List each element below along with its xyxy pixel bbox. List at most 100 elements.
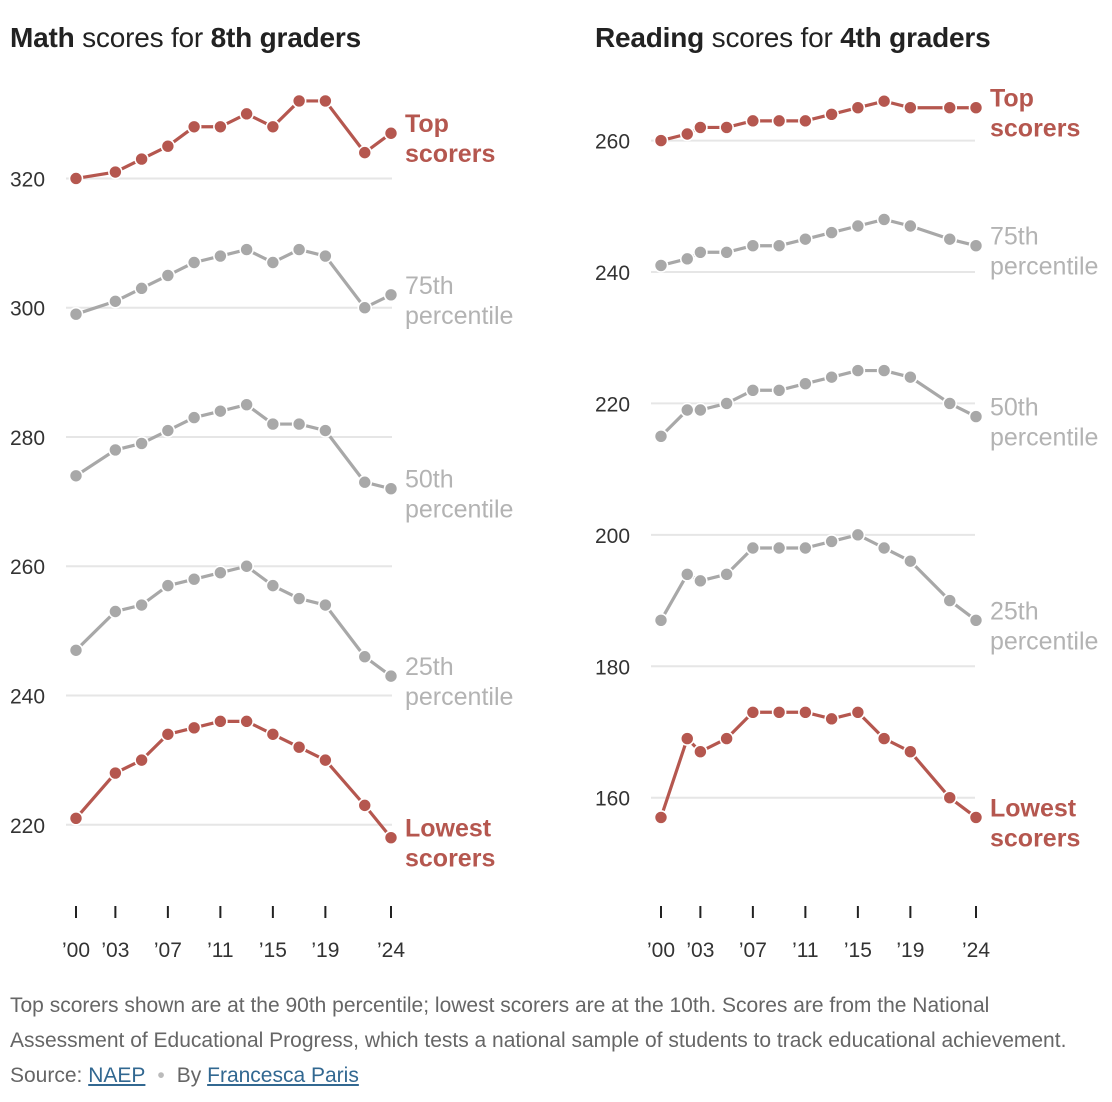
data-point	[679, 402, 695, 418]
series-label-line: percentile	[990, 627, 1098, 655]
series-line	[74, 719, 393, 840]
data-point	[291, 242, 307, 257]
series-label: 50th percentile	[405, 466, 513, 524]
data-point	[357, 145, 373, 160]
x-tick-label: ’15	[844, 939, 872, 962]
series-label-line: scorers	[405, 140, 495, 168]
data-point	[771, 382, 787, 398]
y-tick-label: 180	[595, 656, 630, 679]
data-point	[824, 369, 839, 385]
series-top-scorers: Top scorers	[653, 85, 1080, 148]
data-point	[876, 363, 892, 378]
data-point	[318, 423, 333, 438]
data-point	[745, 540, 761, 556]
series-label: 75th percentile	[405, 272, 513, 330]
x-tick-label: ’07	[154, 939, 182, 962]
data-point	[903, 218, 918, 234]
data-point	[318, 248, 333, 264]
data-point	[134, 752, 149, 768]
data-point	[160, 268, 176, 283]
series-label-line: Lowest	[405, 815, 492, 843]
x-tick-label: ’11	[792, 939, 818, 962]
x-tick-label: ’19	[311, 939, 339, 962]
series-label-line: percentile	[405, 302, 513, 330]
reading-line-chart: 160 180 200 220 240 260 ’00 ’03 ’07 ’11 ’15 ’19 ’24 T…	[595, 85, 1098, 962]
data-point	[968, 409, 984, 424]
y-tick-label: 220	[595, 393, 630, 416]
footnote-text: Top scorers shown are at the 90th percen…	[10, 994, 1067, 1087]
data-point	[239, 397, 254, 412]
data-point	[265, 416, 281, 432]
data-point	[850, 218, 866, 234]
x-tick-label: ’00	[647, 939, 675, 962]
series-label: 75th percentile	[990, 223, 1098, 281]
data-point	[357, 300, 373, 316]
data-point	[771, 113, 787, 129]
x-tick-label: ’19	[896, 939, 924, 962]
data-point	[383, 481, 399, 496]
data-point	[876, 93, 892, 109]
series-lowest-scorers: Lowest scorers	[653, 704, 1080, 852]
data-point	[239, 558, 254, 574]
data-point	[679, 566, 695, 582]
series-label-line: percentile	[990, 253, 1098, 281]
data-point	[693, 244, 708, 260]
reading-chart-title: Reading scores for 4th graders	[595, 20, 991, 56]
series-label: 50th percentile	[990, 394, 1098, 452]
y-tick-label: 320	[10, 168, 45, 191]
data-point	[876, 540, 892, 556]
data-point	[265, 255, 281, 270]
data-point	[653, 612, 669, 628]
data-point	[291, 591, 307, 606]
series-label-line: percentile	[990, 424, 1098, 452]
data-point	[239, 106, 254, 122]
x-tick-label: ’24	[962, 939, 990, 962]
series-label-line: Top	[405, 110, 449, 138]
data-point	[968, 100, 984, 116]
y-tick-labels: 220 240 260 280 300 320	[10, 168, 45, 837]
author-link[interactable]: Francesca Paris	[207, 1064, 359, 1087]
data-point	[68, 171, 84, 186]
data-point	[968, 238, 984, 254]
math-line-chart: 220 240 260 280 300 320 ’00 ’03 ’07 ’11 ’15 ’19 ’24 T…	[10, 93, 513, 962]
data-point	[291, 739, 307, 755]
data-point	[942, 100, 958, 116]
x-tick-label: ’00	[62, 939, 90, 962]
title-subject: Math	[10, 22, 75, 53]
y-tick-label: 260	[10, 556, 45, 579]
data-point	[265, 119, 281, 135]
series-label: 25th percentile	[990, 597, 1098, 655]
data-point	[186, 720, 202, 736]
data-point	[903, 100, 918, 116]
data-point	[239, 714, 254, 729]
source-link[interactable]: NAEP	[88, 1064, 146, 1087]
data-point	[771, 238, 787, 254]
reading-chart-panel: Reading scores for 4th graders 160 180 200…	[585, 0, 1112, 980]
series-top-scorers: Top scorers	[68, 93, 495, 186]
y-tick-label: 200	[595, 525, 630, 548]
series-label-line: percentile	[405, 496, 513, 524]
data-point	[68, 306, 84, 322]
data-point	[291, 416, 307, 432]
series-line	[659, 99, 978, 143]
y-tick-label: 260	[595, 131, 630, 154]
series-label-line: 50th	[990, 394, 1039, 422]
data-point	[134, 151, 149, 167]
series-label: Top scorers	[990, 85, 1080, 143]
data-point	[798, 540, 813, 556]
data-point	[693, 744, 708, 760]
gridlines	[651, 139, 975, 799]
data-point	[357, 474, 373, 490]
data-point	[798, 704, 813, 720]
data-point	[186, 255, 202, 270]
data-point	[850, 100, 866, 116]
data-point	[134, 597, 149, 613]
data-point	[108, 765, 123, 781]
data-point	[719, 244, 734, 260]
series-line	[659, 217, 978, 268]
data-point	[693, 402, 708, 418]
series-label-line: Lowest	[990, 794, 1077, 822]
data-point	[679, 251, 695, 267]
data-point	[903, 553, 918, 569]
series-line	[659, 710, 978, 820]
